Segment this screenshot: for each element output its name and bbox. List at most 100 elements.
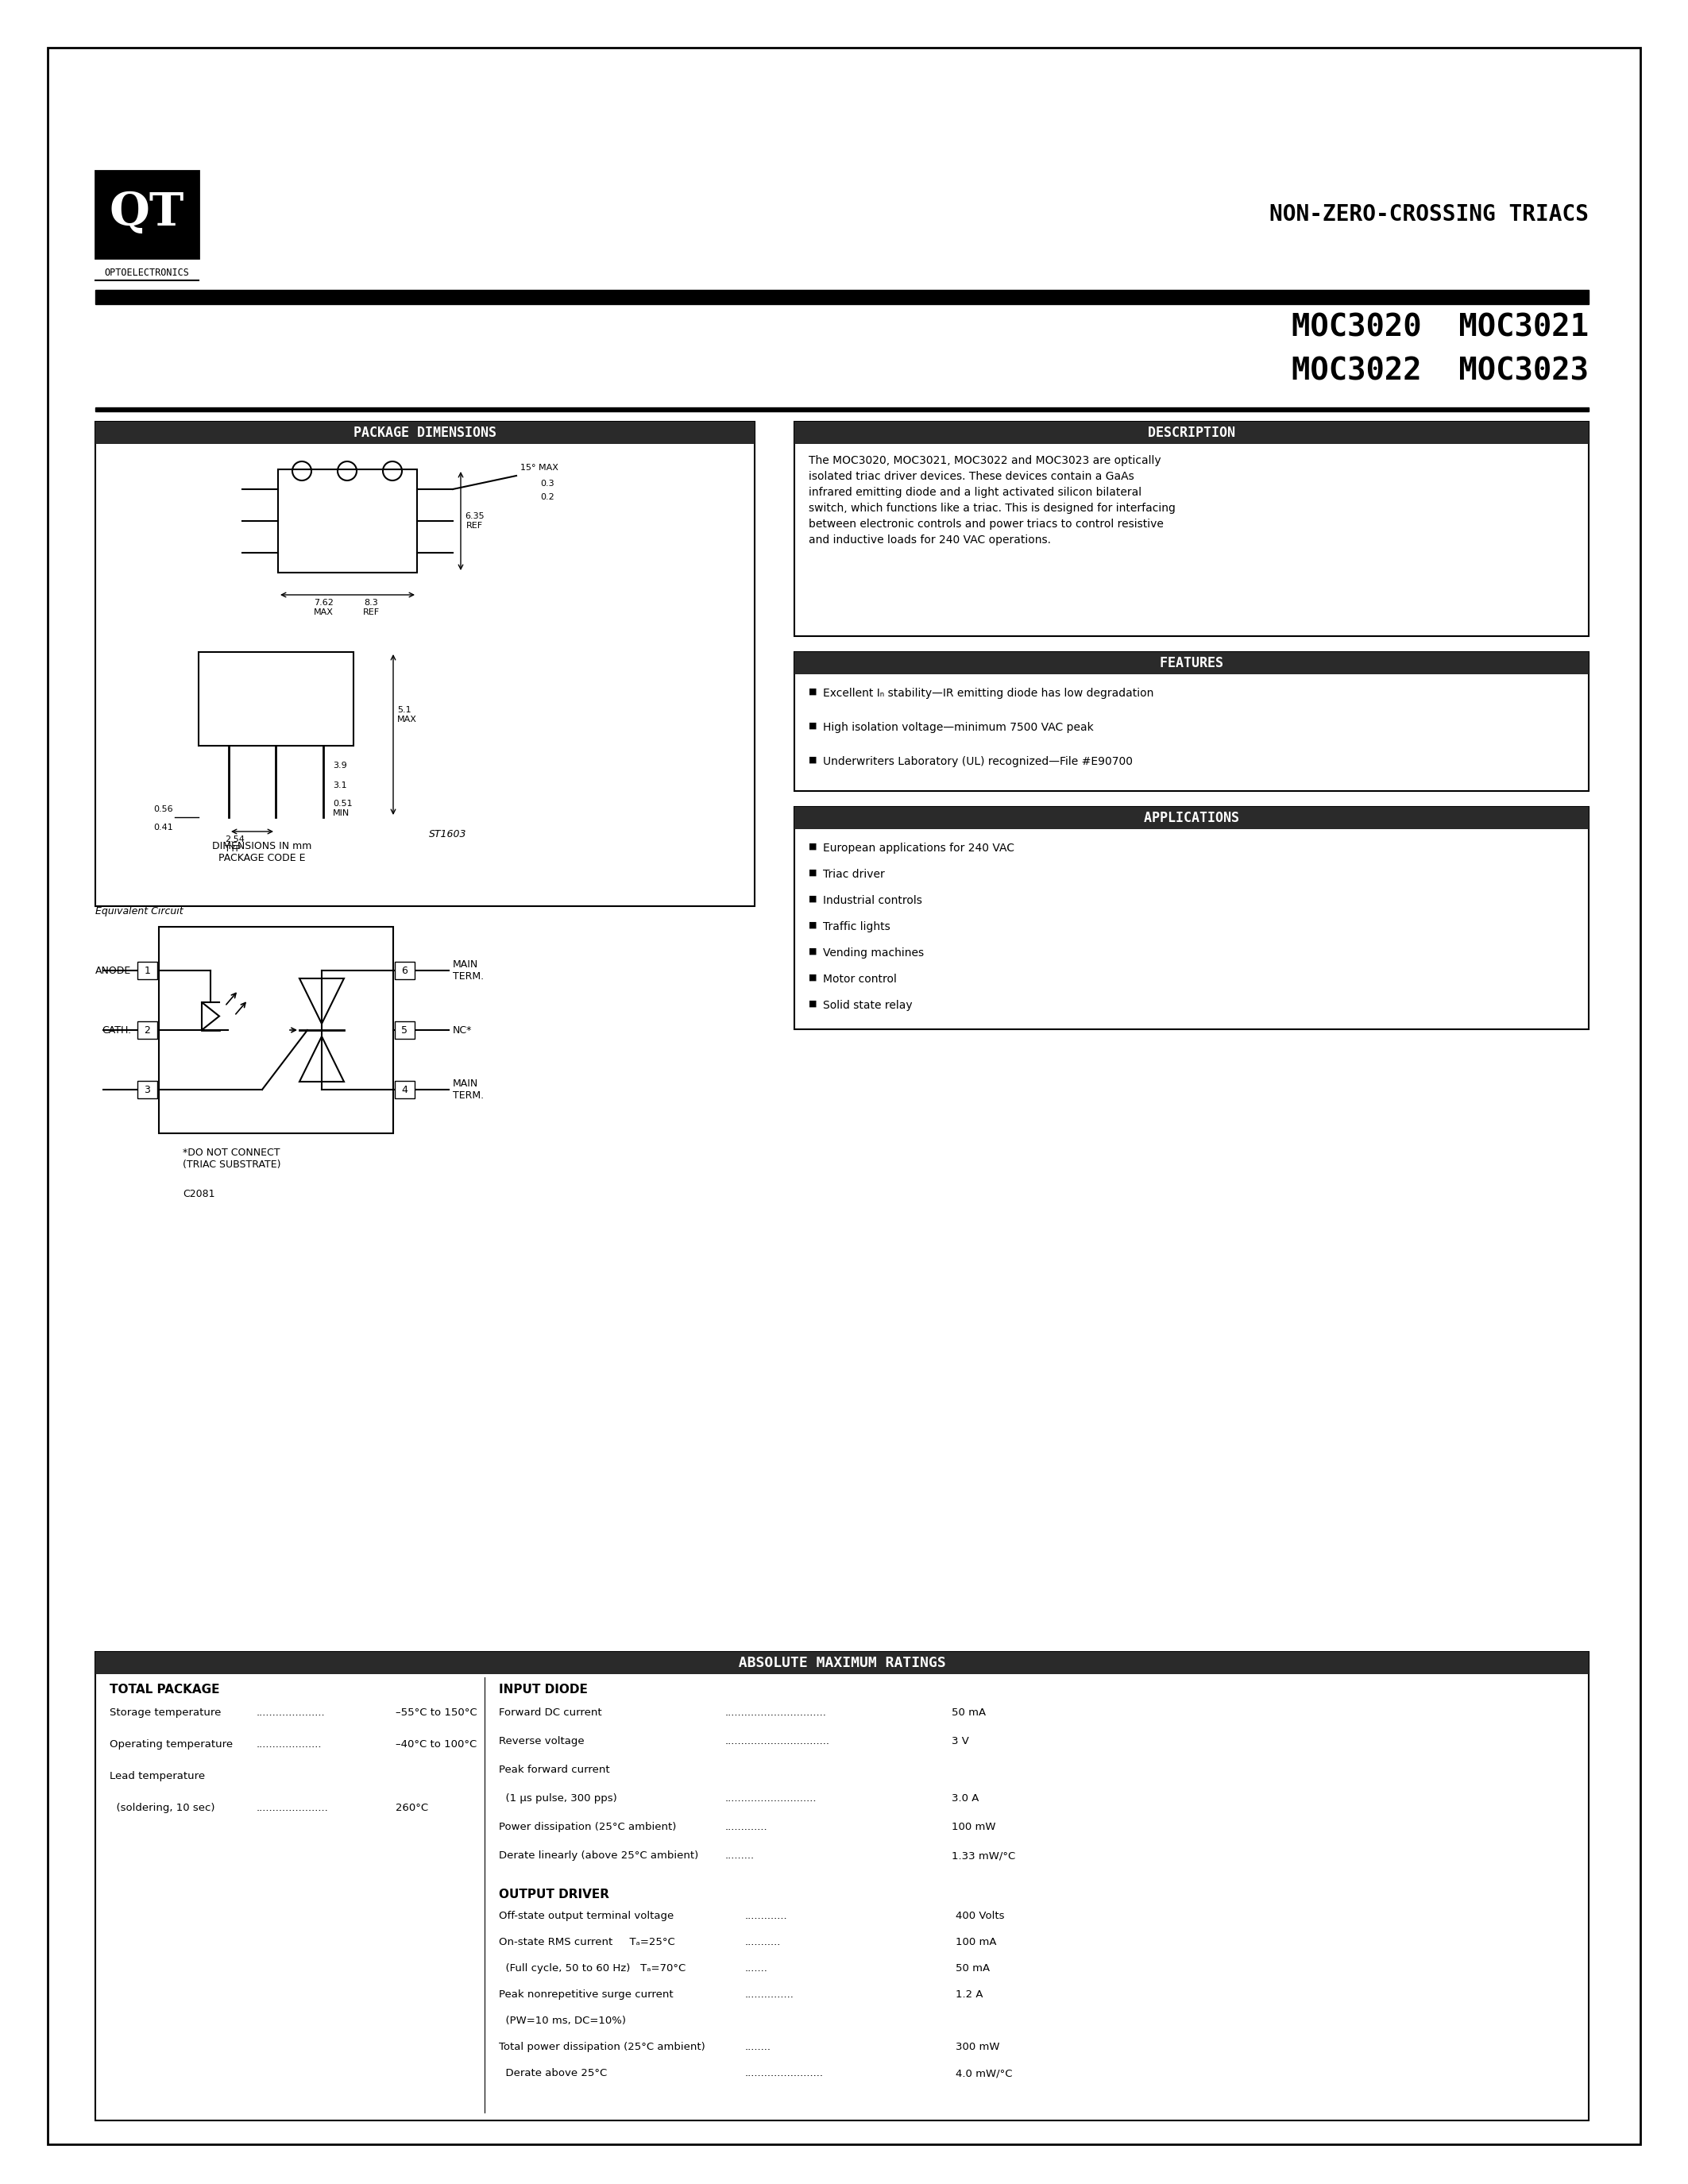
Text: 0.56: 0.56 — [154, 806, 174, 812]
Text: Derate linearly (above 25°C ambient): Derate linearly (above 25°C ambient) — [500, 1850, 699, 1861]
Text: Industrial controls: Industrial controls — [824, 895, 922, 906]
Text: 8.3
REF: 8.3 REF — [363, 598, 380, 616]
Text: 50 mA: 50 mA — [952, 1708, 986, 1719]
Text: ........................: ........................ — [744, 2068, 824, 2079]
Text: 15° MAX: 15° MAX — [520, 463, 559, 472]
Text: .......: ....... — [744, 1963, 768, 1974]
Bar — [795, 806, 1588, 830]
Text: Power dissipation (25°C ambient): Power dissipation (25°C ambient) — [500, 1821, 677, 1832]
Bar — [95, 170, 199, 258]
Text: 0.51
MIN: 0.51 MIN — [333, 799, 353, 817]
Text: 6: 6 — [402, 965, 408, 976]
Text: ...............: ............... — [744, 1990, 795, 2001]
Text: ...........: ........... — [744, 1937, 782, 1948]
Text: Excellent Iₙ stability—IR emitting diode has low degradation: Excellent Iₙ stability—IR emitting diode… — [824, 688, 1153, 699]
Text: ...............................: ............................... — [726, 1708, 827, 1719]
Text: 0.2: 0.2 — [540, 494, 554, 500]
Text: ■: ■ — [809, 895, 817, 902]
Text: (PW=10 ms, DC=10%): (PW=10 ms, DC=10%) — [500, 2016, 626, 2027]
Text: INPUT DIODE: INPUT DIODE — [500, 1684, 587, 1695]
Text: 2: 2 — [143, 1024, 150, 1035]
Text: 7.62
MAX: 7.62 MAX — [314, 598, 334, 616]
Text: Peak forward current: Peak forward current — [500, 1765, 609, 1776]
Text: 6.35
REF: 6.35 REF — [464, 513, 484, 529]
Text: 3.9: 3.9 — [333, 762, 348, 769]
Text: MOC3022  MOC3023: MOC3022 MOC3023 — [1291, 356, 1588, 387]
Bar — [159, 926, 393, 1133]
Text: QT: QT — [110, 190, 184, 236]
Bar — [795, 653, 1588, 675]
Text: Underwriters Laboratory (UL) recognized—File #E90700: Underwriters Laboratory (UL) recognized—… — [824, 756, 1133, 767]
Text: ■: ■ — [809, 688, 817, 697]
Text: 0.3: 0.3 — [540, 480, 554, 487]
Bar — [95, 422, 755, 443]
Text: Solid state relay: Solid state relay — [824, 1000, 913, 1011]
Bar — [137, 961, 157, 978]
Text: 100 mW: 100 mW — [952, 1821, 996, 1832]
Bar — [95, 408, 1588, 411]
Text: ■: ■ — [809, 723, 817, 729]
Text: Motor control: Motor control — [824, 974, 896, 985]
Bar — [795, 806, 1588, 1029]
Text: 3 V: 3 V — [952, 1736, 969, 1747]
Bar — [795, 653, 1588, 791]
Text: MAIN
TERM.: MAIN TERM. — [452, 959, 484, 981]
Text: ■: ■ — [809, 843, 817, 850]
Text: 4: 4 — [402, 1085, 408, 1094]
Text: Equivalent Circuit: Equivalent Circuit — [95, 906, 184, 917]
Text: ............................: ............................ — [726, 1793, 817, 1804]
Text: MOC3020  MOC3021: MOC3020 MOC3021 — [1291, 312, 1588, 343]
Text: C2081: C2081 — [182, 1188, 214, 1199]
Text: European applications for 240 VAC: European applications for 240 VAC — [824, 843, 1014, 854]
Text: APPLICATIONS: APPLICATIONS — [1128, 810, 1256, 826]
Text: 5: 5 — [402, 1024, 408, 1035]
Text: On-state RMS current     Tₐ=25°C: On-state RMS current Tₐ=25°C — [500, 1937, 675, 1948]
Text: –40°C to 100°C: –40°C to 100°C — [395, 1738, 476, 1749]
Text: PACKAGE DIMENSIONS: PACKAGE DIMENSIONS — [338, 426, 513, 439]
Bar — [95, 1651, 1588, 1675]
Text: ■: ■ — [809, 948, 817, 954]
Text: ■: ■ — [809, 756, 817, 764]
Text: 50 mA: 50 mA — [955, 1963, 989, 1974]
Bar — [95, 290, 1588, 304]
Text: DESCRIPTION: DESCRIPTION — [1133, 426, 1251, 439]
Text: .............: ............. — [744, 1911, 788, 1922]
Text: Forward DC current: Forward DC current — [500, 1708, 603, 1719]
Text: Derate above 25°C: Derate above 25°C — [500, 2068, 608, 2079]
Text: ■: ■ — [809, 974, 817, 981]
Text: 100 mA: 100 mA — [955, 1937, 996, 1948]
Text: Off-state output terminal voltage: Off-state output terminal voltage — [500, 1911, 674, 1922]
Text: DIMENSIONS IN mm
PACKAGE CODE E: DIMENSIONS IN mm PACKAGE CODE E — [213, 841, 312, 863]
Text: Operating temperature: Operating temperature — [110, 1738, 233, 1749]
Text: Vending machines: Vending machines — [824, 948, 923, 959]
Text: .....................: ..................... — [257, 1708, 326, 1719]
Text: ....................: .................... — [257, 1738, 322, 1749]
Bar — [395, 961, 415, 978]
Bar — [199, 653, 353, 745]
Text: NON-ZERO-CROSSING TRIACS: NON-ZERO-CROSSING TRIACS — [1269, 203, 1588, 225]
Text: 3: 3 — [143, 1085, 150, 1094]
Text: Lead temperature: Lead temperature — [110, 1771, 204, 1782]
Text: Traffic lights: Traffic lights — [824, 922, 890, 933]
Text: ■: ■ — [809, 869, 817, 876]
Text: 260°C: 260°C — [395, 1802, 429, 1813]
Text: Reverse voltage: Reverse voltage — [500, 1736, 584, 1747]
Text: FEATURES: FEATURES — [1144, 655, 1239, 670]
Text: (1 μs pulse, 300 pps): (1 μs pulse, 300 pps) — [500, 1793, 618, 1804]
Text: Total power dissipation (25°C ambient): Total power dissipation (25°C ambient) — [500, 2042, 706, 2053]
Text: (soldering, 10 sec): (soldering, 10 sec) — [110, 1802, 214, 1813]
Text: –55°C to 150°C: –55°C to 150°C — [395, 1708, 478, 1719]
Text: ■: ■ — [809, 922, 817, 928]
Text: ABSOLUTE MAXIMUM RATINGS: ABSOLUTE MAXIMUM RATINGS — [721, 1655, 962, 1671]
Text: 300 mW: 300 mW — [955, 2042, 999, 2053]
Text: *DO NOT CONNECT
(TRIAC SUBSTRATE): *DO NOT CONNECT (TRIAC SUBSTRATE) — [182, 1147, 280, 1171]
Text: OUTPUT DRIVER: OUTPUT DRIVER — [500, 1889, 609, 1900]
Text: ................................: ................................ — [726, 1736, 830, 1747]
Text: 1: 1 — [143, 965, 150, 976]
Bar — [795, 422, 1588, 443]
Bar — [137, 1022, 157, 1040]
Text: ANODE: ANODE — [95, 965, 132, 976]
Text: ■: ■ — [809, 1000, 817, 1007]
Bar — [395, 1081, 415, 1099]
Text: 400 Volts: 400 Volts — [955, 1911, 1004, 1922]
